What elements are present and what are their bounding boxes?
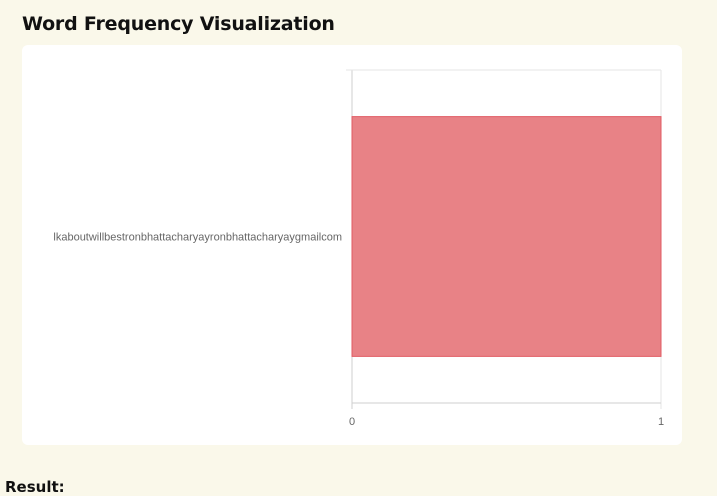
category-label: lkaboutwillbestronbhattacharyayronbhatta…	[53, 232, 342, 244]
label-layer: lkaboutwillbestronbhattacharyayronbhatta…	[53, 232, 664, 429]
result-label: Result:	[5, 478, 65, 496]
bar-layer	[351, 116, 662, 357]
x-tick-label: 0	[349, 416, 355, 428]
bar	[351, 116, 662, 357]
page-title: Word Frequency Visualization	[22, 13, 335, 35]
chart-card: lkaboutwillbestronbhattacharyayronbhatta…	[22, 45, 682, 445]
x-tick-label: 1	[658, 416, 664, 428]
word-frequency-chart: lkaboutwillbestronbhattacharyayronbhatta…	[53, 69, 664, 429]
